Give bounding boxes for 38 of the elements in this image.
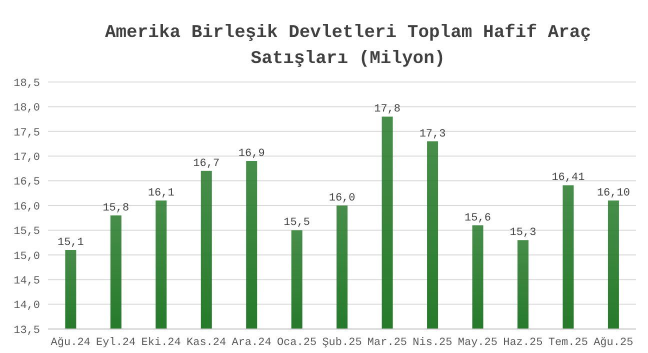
x-tick-label: Ağu.24 [50, 336, 91, 349]
x-tick-label: Eyl.24 [96, 336, 136, 349]
x-tick-label: Kas.24 [186, 336, 227, 349]
y-tick-label: 17,0 [14, 152, 40, 164]
data-label: 16,10 [596, 188, 630, 200]
data-label: 16,1 [148, 188, 175, 200]
data-label: 15,8 [102, 202, 130, 214]
y-tick-label: 18,0 [14, 102, 40, 115]
y-tick-label: 16,5 [14, 176, 40, 189]
y-tick-label: 16,0 [14, 201, 40, 214]
y-tick-label: 14,5 [14, 276, 40, 288]
data-label: 17,8 [374, 104, 401, 116]
x-tick-label: Ağu.25 [594, 336, 634, 349]
x-tick-label: Şub.25 [322, 336, 362, 349]
data-label: 17,3 [419, 128, 446, 140]
y-tick-label: 15,5 [14, 226, 40, 238]
x-tick-label: Oca.25 [276, 336, 317, 349]
chart-title: Amerika Birleşik Devletleri Toplam Hafif Araç Satışları (Milyon) [104, 22, 592, 71]
x-tick-label: Haz.25 [503, 336, 543, 349]
y-tick-label: 14,0 [14, 300, 40, 312]
data-label: 15,6 [464, 212, 491, 224]
data-label: 15,1 [57, 236, 84, 249]
data-label: 16,7 [193, 158, 220, 170]
data-label: 15,5 [284, 217, 310, 230]
data-label: 16,9 [238, 148, 265, 160]
x-tick-label: Ara.24 [232, 336, 272, 349]
data-label: 15,3 [510, 227, 536, 240]
y-tick-label: 15,0 [14, 250, 40, 263]
y-tick-label: 18,5 [14, 78, 40, 90]
x-tick-label: Tem.25 [548, 336, 588, 349]
y-tick-label: 13,5 [14, 324, 40, 337]
x-tick-label: Eki.24 [141, 336, 182, 349]
x-tick-label: Nis.25 [412, 336, 452, 349]
data-label: 16,0 [328, 192, 356, 204]
x-tick-label: May.25 [458, 336, 498, 349]
x-tick-label: Mar.25 [367, 336, 408, 349]
y-tick-label: 17,5 [14, 127, 40, 140]
data-label: 16,41 [552, 172, 586, 184]
